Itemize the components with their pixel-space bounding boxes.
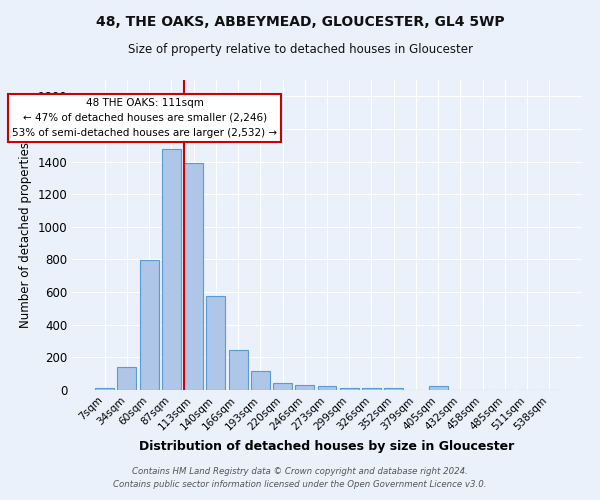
Bar: [429, 386, 448, 390]
Bar: [384, 388, 403, 390]
Bar: [295, 386, 314, 390]
Text: 48 THE OAKS: 111sqm
← 47% of detached houses are smaller (2,246)
53% of semi-det: 48 THE OAKS: 111sqm ← 47% of detached ho…: [12, 98, 277, 138]
X-axis label: Distribution of detached houses by size in Gloucester: Distribution of detached houses by size …: [139, 440, 515, 453]
Bar: [140, 260, 158, 390]
Bar: [118, 367, 136, 390]
Text: 48, THE OAKS, ABBEYMEAD, GLOUCESTER, GL4 5WP: 48, THE OAKS, ABBEYMEAD, GLOUCESTER, GL4…: [95, 15, 505, 29]
Bar: [340, 388, 359, 390]
Bar: [251, 371, 270, 390]
Text: Contains public sector information licensed under the Open Government Licence v3: Contains public sector information licen…: [113, 480, 487, 489]
Bar: [229, 350, 248, 390]
Text: Contains HM Land Registry data © Crown copyright and database right 2024.: Contains HM Land Registry data © Crown c…: [132, 467, 468, 476]
Y-axis label: Number of detached properties: Number of detached properties: [19, 142, 32, 328]
Bar: [362, 388, 381, 390]
Bar: [317, 386, 337, 390]
Bar: [162, 148, 181, 390]
Bar: [95, 388, 114, 390]
Bar: [184, 163, 203, 390]
Bar: [206, 296, 225, 390]
Bar: [273, 383, 292, 390]
Text: Size of property relative to detached houses in Gloucester: Size of property relative to detached ho…: [128, 42, 473, 56]
